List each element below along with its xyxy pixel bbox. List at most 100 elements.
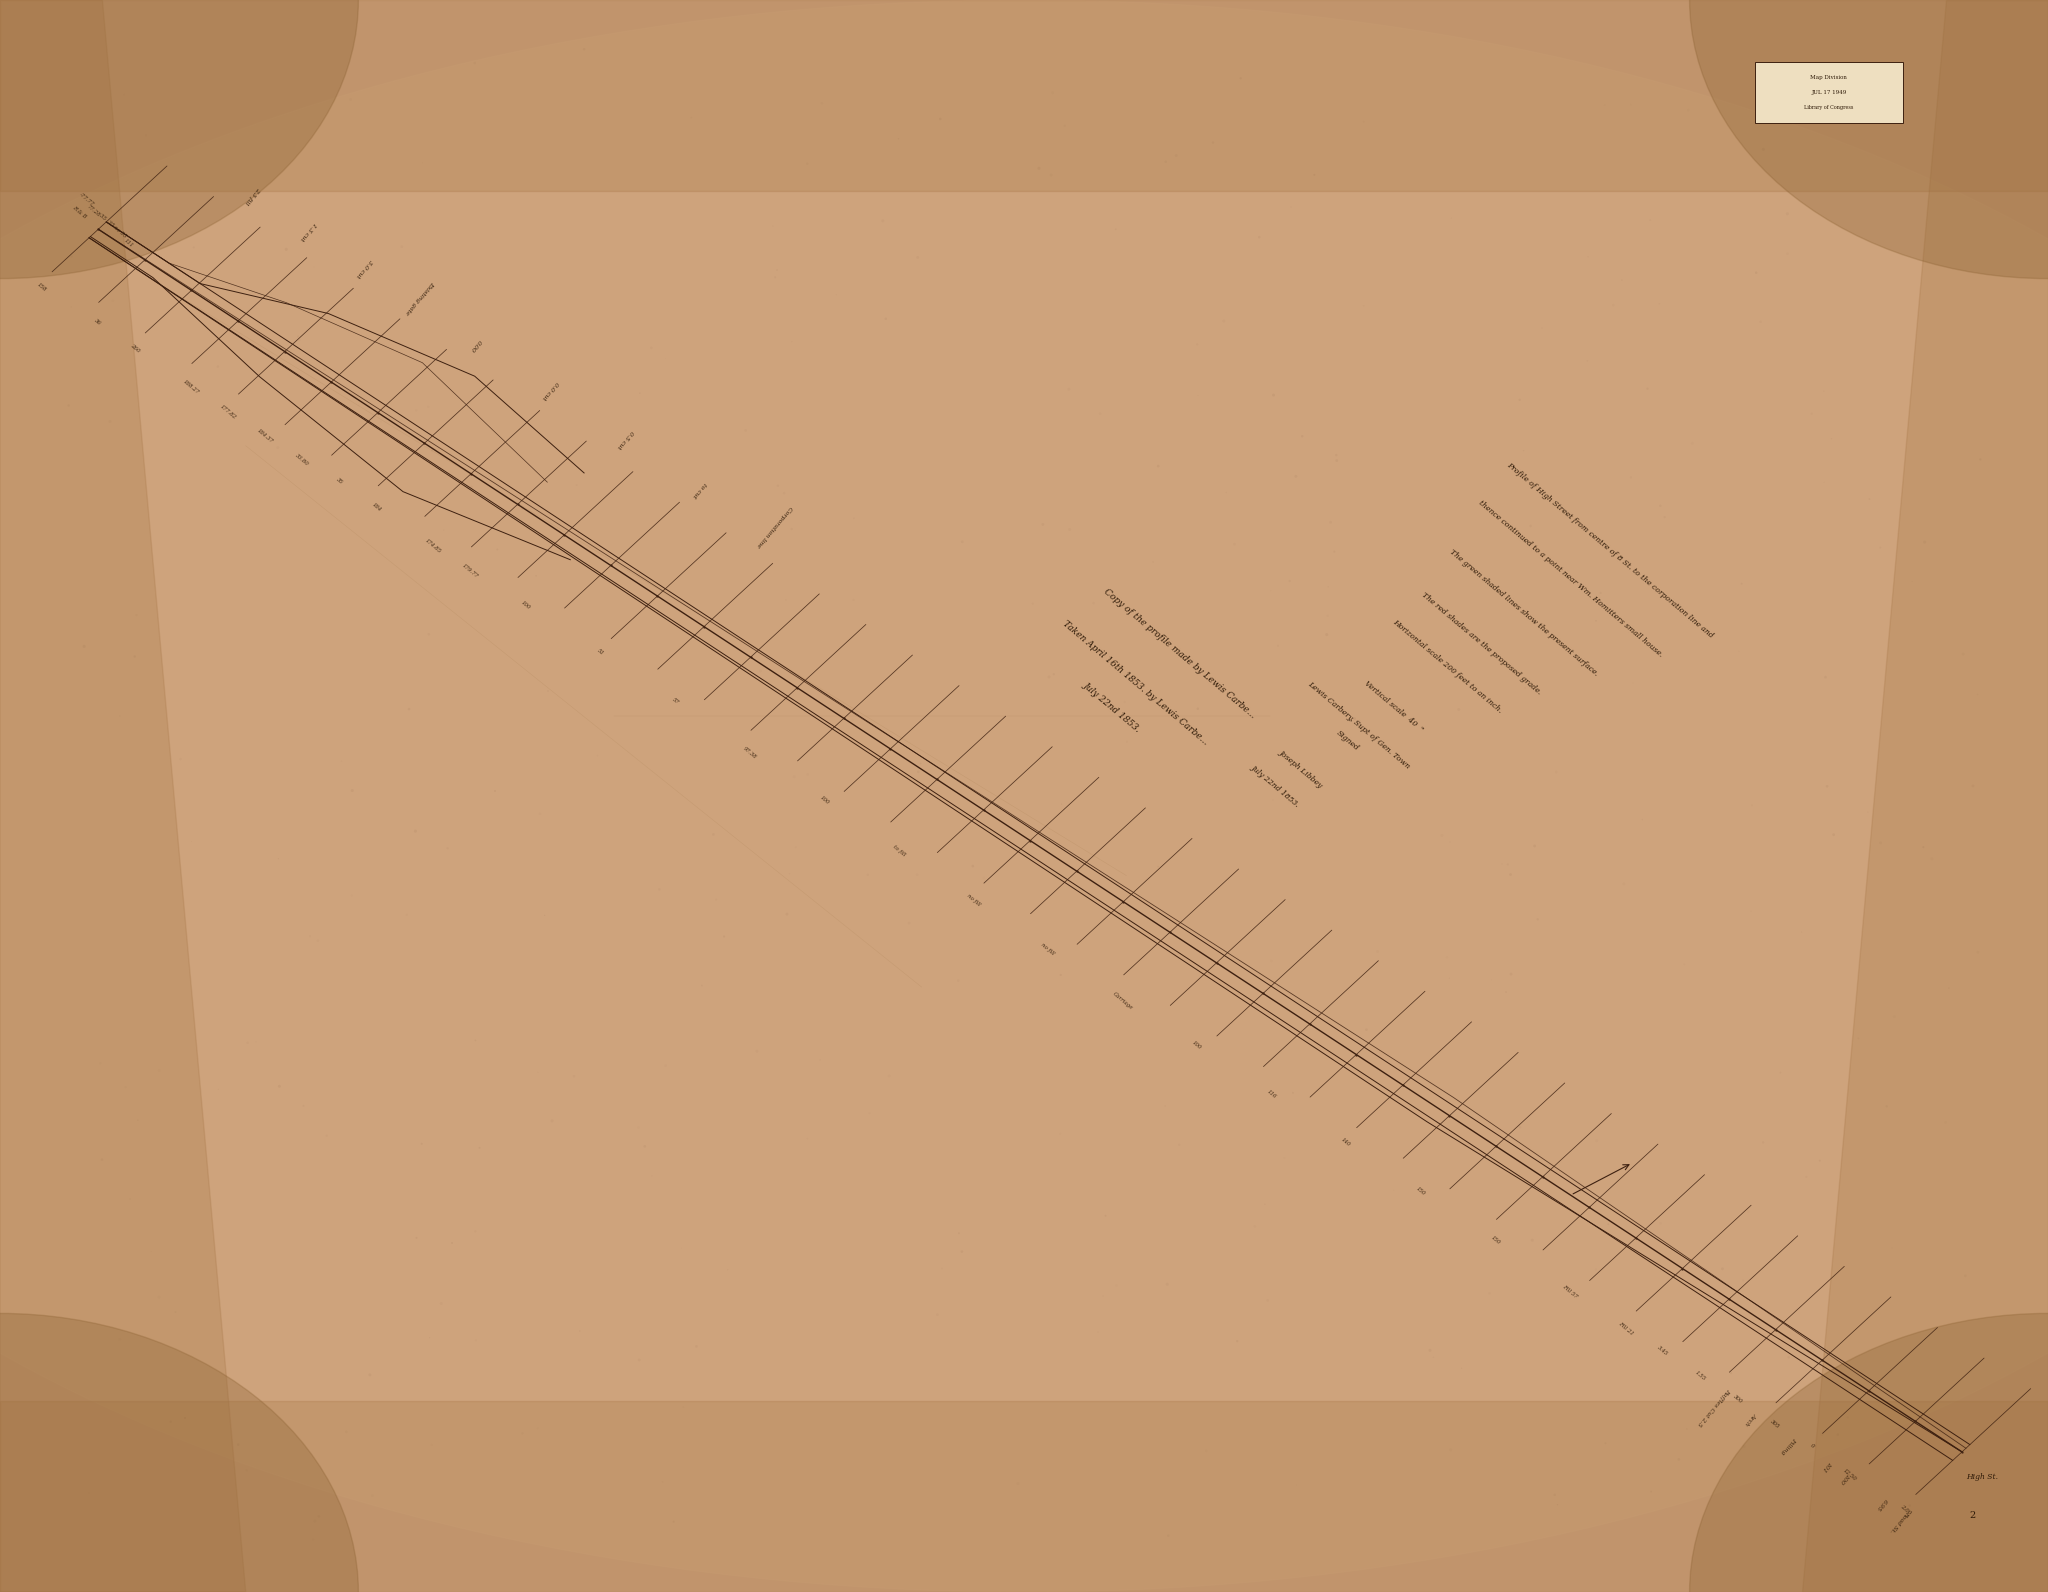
Point [623, 380, 655, 406]
Text: no fill: no fill [967, 893, 981, 907]
Text: 188.27: 188.27 [182, 379, 199, 396]
Point [143, 1057, 176, 1083]
Text: to cut: to cut [692, 481, 707, 498]
Point [1243, 224, 1276, 250]
Text: 2.3 fill: 2.3 fill [244, 186, 260, 205]
Point [1090, 1204, 1122, 1229]
Point [635, 1164, 668, 1189]
Point [1796, 401, 1829, 427]
Point [649, 345, 682, 371]
Point [1253, 578, 1286, 603]
Point [926, 1256, 958, 1282]
Point [772, 861, 805, 887]
Point [297, 255, 330, 280]
Point [221, 1431, 254, 1457]
Point [649, 1052, 682, 1078]
Point [770, 587, 803, 613]
Point [1034, 162, 1067, 188]
Point [1507, 438, 1540, 463]
Text: 300: 300 [1733, 1395, 1743, 1404]
Text: 100: 100 [1839, 1473, 1849, 1485]
Point [1786, 919, 1819, 944]
Point [791, 151, 823, 177]
Point [561, 473, 594, 498]
Point [262, 845, 295, 871]
Point [1964, 447, 1997, 473]
Point [129, 123, 162, 148]
Point [1337, 705, 1370, 731]
Point [262, 1073, 295, 1098]
Point [1348, 108, 1380, 134]
Text: 57: 57 [672, 697, 680, 705]
Point [922, 1302, 954, 1328]
Text: 100: 100 [1192, 1040, 1202, 1051]
Point [414, 1325, 446, 1350]
Point [1745, 309, 1778, 334]
Point [1726, 1267, 1759, 1293]
Point [668, 1395, 700, 1420]
Point [336, 884, 369, 909]
Point [1929, 1110, 1962, 1135]
Point [1225, 65, 1257, 91]
Point [1540, 1492, 1573, 1517]
Text: 101: 101 [1819, 1460, 1831, 1473]
Point [354, 1363, 387, 1388]
Point [391, 903, 424, 928]
Point [711, 1258, 743, 1283]
Point [836, 707, 868, 732]
Text: High St.: High St. [1966, 1473, 1999, 1482]
Point [903, 751, 936, 777]
Text: Corporation line: Corporation line [756, 505, 793, 548]
Point [756, 213, 788, 239]
Point [1841, 1025, 1874, 1051]
Text: 116: 116 [1266, 1089, 1278, 1098]
Text: 158: 158 [37, 282, 47, 293]
Text: 1.55: 1.55 [1694, 1369, 1706, 1382]
Text: 177.82: 177.82 [219, 404, 238, 420]
Point [1319, 443, 1352, 468]
Point [1896, 568, 1929, 594]
Point [780, 834, 813, 860]
Point [428, 517, 461, 543]
Point [240, 1028, 272, 1054]
Point [1772, 240, 1804, 266]
Point [1724, 572, 1757, 597]
Point [819, 282, 852, 307]
Point [203, 1076, 236, 1102]
Point [1571, 349, 1604, 374]
Point [563, 1318, 596, 1344]
Point [1851, 799, 1884, 825]
Point [680, 1334, 713, 1360]
Text: 97.38: 97.38 [741, 747, 758, 759]
Point [623, 1347, 655, 1372]
Point [102, 1326, 135, 1352]
Ellipse shape [0, 1313, 358, 1592]
Point [623, 1114, 655, 1140]
Point [946, 529, 979, 554]
Point [872, 1063, 905, 1089]
Point [1589, 92, 1622, 118]
Point [629, 1134, 662, 1159]
Point [522, 1060, 555, 1086]
Text: Raffles Cut 2.5: Raffles Cut 2.5 [1696, 1387, 1731, 1426]
Point [53, 393, 86, 419]
Point [1182, 382, 1214, 408]
Point [1806, 1422, 1839, 1447]
Point [838, 587, 870, 613]
Point [1255, 786, 1288, 812]
Polygon shape [1802, 0, 2048, 1592]
Point [1714, 1361, 1747, 1387]
Polygon shape [0, 0, 246, 1592]
Point [557, 1063, 590, 1089]
Point [1446, 1355, 1479, 1380]
Text: 3.45: 3.45 [1657, 1345, 1669, 1356]
Point [1907, 834, 1939, 860]
Point [1948, 642, 1980, 667]
Point [676, 105, 709, 131]
Text: 2: 2 [1968, 1511, 1976, 1520]
Point [231, 1030, 264, 1055]
Point [1219, 532, 1251, 557]
Point [811, 715, 844, 740]
Point [532, 382, 565, 408]
Point [524, 801, 557, 826]
